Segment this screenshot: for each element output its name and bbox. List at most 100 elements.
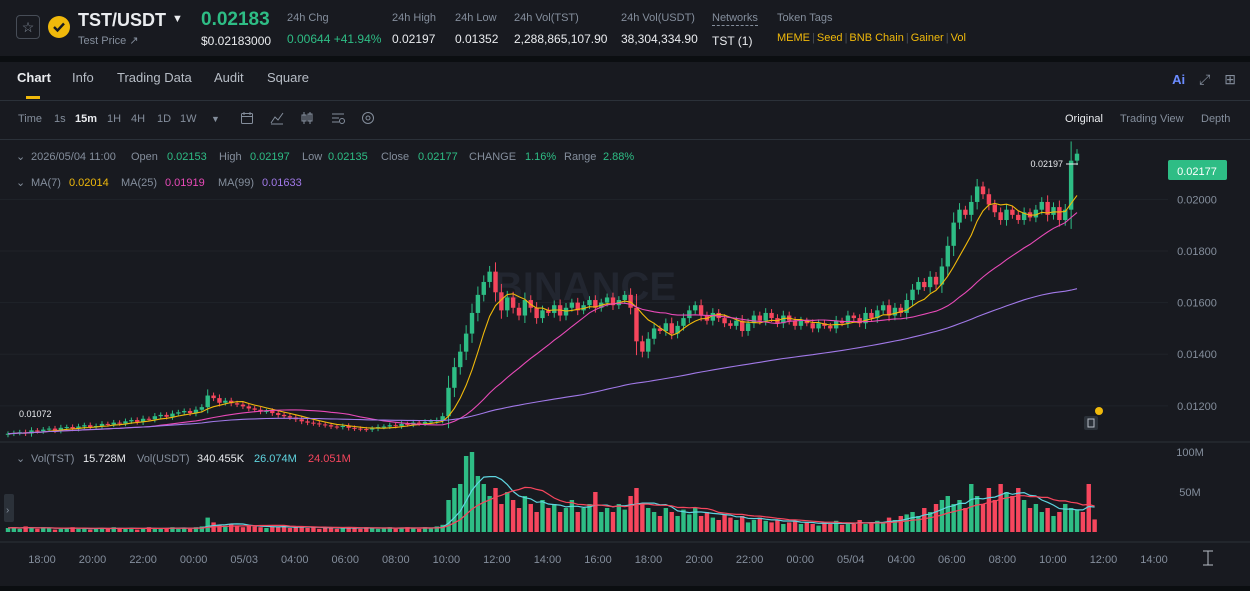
- pair-subtitle[interactable]: Test Price ↗: [78, 35, 139, 47]
- pair-title[interactable]: TST/USDT: [78, 10, 166, 30]
- notes-icon[interactable]: [1084, 416, 1098, 430]
- change-label: CHANGE: [469, 151, 516, 163]
- volume-bar: [199, 526, 205, 532]
- tag-item[interactable]: BNB Chain: [849, 32, 904, 44]
- candles: [5, 141, 1080, 438]
- candle-body: [311, 422, 316, 424]
- volume-bar: [458, 484, 463, 532]
- calendar-icon[interactable]: [240, 111, 254, 128]
- candle-body: [1004, 209, 1009, 221]
- candle-body: [939, 266, 945, 285]
- tab-chart[interactable]: Chart: [17, 70, 51, 85]
- candle-body: [728, 323, 733, 326]
- stat-networks[interactable]: Networks TST (1): [712, 12, 758, 48]
- volume-bar: [481, 484, 486, 532]
- ma7-value: 0.02014: [69, 177, 109, 189]
- candle-body: [352, 427, 357, 429]
- side-panel-toggle[interactable]: [4, 494, 14, 522]
- volume-bar: [510, 500, 516, 532]
- expand-icon[interactable]: ⤢: [1199, 71, 1211, 87]
- stat-24h-vol-tst: 24h Vol(TST) 2,288,865,107.90: [514, 12, 607, 46]
- volume-bar: [393, 528, 398, 532]
- candle-body: [487, 271, 492, 282]
- volume-bar: [123, 528, 128, 532]
- vol-ma-a: 26.074M: [254, 453, 297, 465]
- time-tick-label: 22:00: [129, 554, 157, 566]
- volume-bar: [552, 504, 557, 532]
- volume-bar: [228, 524, 234, 532]
- volume-bar: [839, 524, 845, 532]
- candle-body: [452, 367, 457, 388]
- layout-grid-icon[interactable]: ⊞: [1224, 71, 1236, 87]
- stat-value: 2,288,865,107.90: [514, 32, 608, 46]
- chart-panel[interactable]: BINANCE ⌄ 2026/05/04 11:00 Open 0.02153 …: [0, 140, 1250, 586]
- view-depth[interactable]: Depth: [1201, 113, 1231, 125]
- close-label: Close: [381, 151, 409, 163]
- ai-icon[interactable]: Ai: [1172, 72, 1186, 87]
- candle-body: [246, 406, 252, 409]
- tab-square[interactable]: Square: [267, 70, 309, 85]
- candle-body: [111, 422, 116, 425]
- ma99-value: 0.01633: [262, 177, 302, 189]
- view-trading-view[interactable]: Trading View: [1120, 113, 1184, 125]
- tag-item[interactable]: Seed: [816, 32, 843, 44]
- volume-bar: [129, 528, 134, 532]
- indicator-icon[interactable]: [270, 111, 284, 128]
- interval-dropdown-icon[interactable]: ▼: [211, 114, 220, 124]
- candle-body: [64, 427, 69, 429]
- volume-bar: [176, 528, 181, 532]
- tag-item[interactable]: MEME: [777, 32, 810, 44]
- tab-trading-data[interactable]: Trading Data: [117, 70, 192, 85]
- candle-body: [182, 411, 187, 413]
- current-price-label: 0.02177: [1177, 166, 1217, 178]
- volume-bar: [193, 527, 199, 532]
- interval-1h[interactable]: 1H: [107, 113, 122, 125]
- volume-bar: [469, 452, 475, 532]
- tag-item[interactable]: Vol: [950, 32, 966, 44]
- gear-icon[interactable]: [361, 111, 375, 128]
- tab-icon-group: Ai ⤢ ⊞: [1172, 71, 1236, 88]
- time-tick-label: 16:00: [584, 554, 612, 566]
- candle-body: [734, 320, 739, 326]
- volume-bar: [1074, 509, 1080, 532]
- candle-body: [757, 315, 763, 321]
- interval-1w[interactable]: 1W: [180, 113, 197, 125]
- volume-bar: [951, 504, 956, 532]
- price-chart[interactable]: BINANCE ⌄ 2026/05/04 11:00 Open 0.02153 …: [0, 140, 1250, 586]
- interval-15m[interactable]: 15m: [75, 113, 98, 125]
- candle-body: [305, 421, 310, 423]
- favorite-star-button[interactable]: ☆: [16, 15, 40, 39]
- ma99-line: [7, 288, 1078, 435]
- time-tick-label: 14:00: [1140, 554, 1168, 566]
- pair-dropdown-icon[interactable]: ▼: [172, 13, 183, 25]
- candle-body: [904, 300, 909, 313]
- candle-body: [340, 425, 345, 428]
- candle-body: [29, 430, 34, 434]
- stat-24h-vol-usdt: 24h Vol(USDT) 38,304,334.90: [621, 12, 698, 46]
- chevron-right-icon[interactable]: ›: [6, 505, 9, 516]
- time-tick-label: 20:00: [685, 554, 713, 566]
- candle-style-icon[interactable]: [300, 111, 314, 128]
- ma7-line: [7, 195, 1078, 435]
- candle-body: [963, 209, 968, 215]
- last-price: 0.02183: [201, 9, 270, 30]
- volume-bar: [734, 520, 739, 532]
- volume-bar: [375, 528, 381, 532]
- time-tick-label: 18:00: [635, 554, 663, 566]
- volume-bar: [563, 508, 569, 532]
- notification-dot-icon[interactable]: [1095, 407, 1103, 415]
- view-original[interactable]: Original: [1065, 113, 1103, 125]
- range-value: 2.88%: [603, 151, 634, 163]
- chart-settings-icon[interactable]: [331, 111, 345, 128]
- scale-toggle-icon[interactable]: [1203, 550, 1213, 566]
- interval-1d[interactable]: 1D: [157, 113, 172, 125]
- candle-body: [123, 421, 128, 424]
- candle-body: [986, 194, 992, 205]
- tab-info[interactable]: Info: [72, 70, 94, 85]
- volume-bar: [187, 528, 193, 532]
- tab-audit[interactable]: Audit: [214, 70, 244, 85]
- tag-item[interactable]: Gainer: [910, 32, 944, 44]
- interval-time[interactable]: Time: [18, 113, 43, 125]
- interval-4h[interactable]: 4H: [131, 113, 146, 125]
- interval-1s[interactable]: 1s: [54, 113, 66, 125]
